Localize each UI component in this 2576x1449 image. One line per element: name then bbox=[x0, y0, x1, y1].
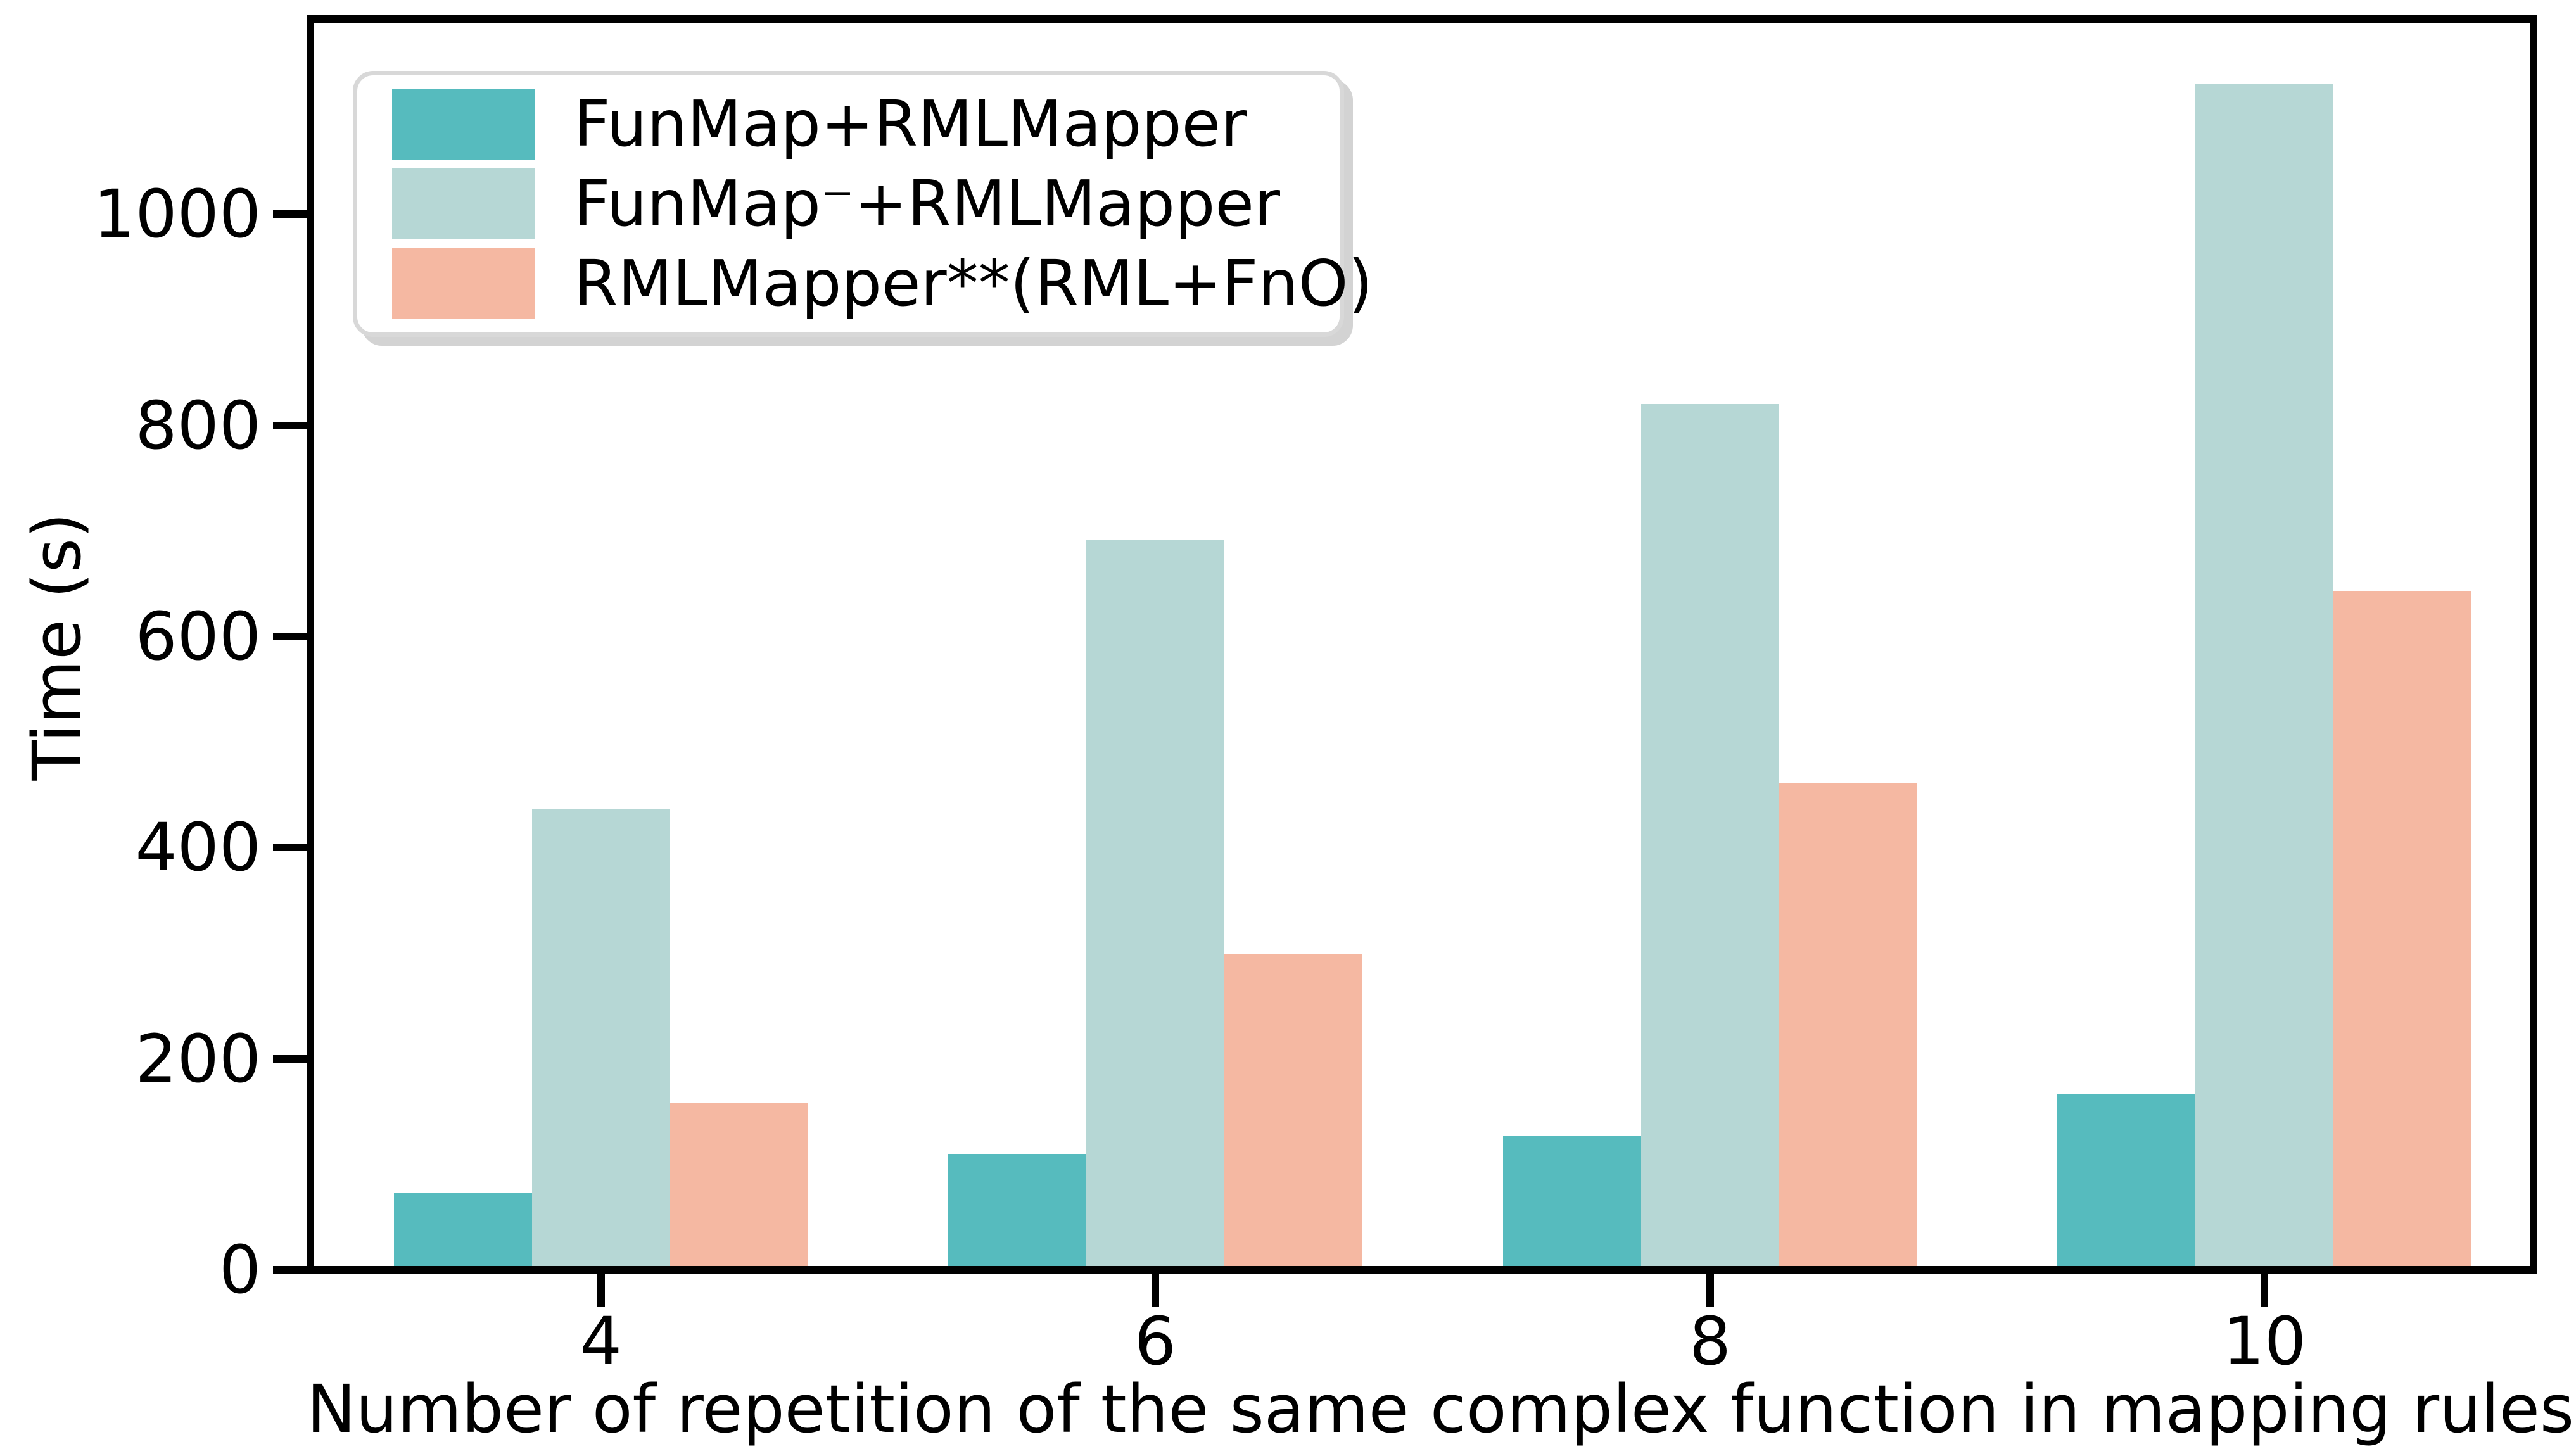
y-axis-title: Time (s) bbox=[18, 512, 96, 781]
x-tick-label-8: 8 bbox=[1689, 1303, 1732, 1380]
x-tick-mark-4 bbox=[597, 1274, 605, 1307]
x-tick-mark-8 bbox=[1706, 1274, 1714, 1307]
legend-label-rmlmapper-rml-fno: RMLMapper**(RML+FnO) bbox=[574, 246, 1373, 320]
bar-8-series-1 bbox=[1641, 404, 1779, 1270]
plot-right-spine bbox=[2530, 15, 2537, 1274]
y-tick-label-400: 400 bbox=[135, 809, 261, 887]
legend-swatch-funmap-rmlmapper bbox=[392, 89, 535, 160]
y-tick-label-1000: 1000 bbox=[93, 175, 261, 253]
y-tick-label-0: 0 bbox=[219, 1231, 261, 1308]
legend-row: RMLMapper**(RML+FnO) bbox=[357, 248, 1373, 319]
x-tick-label-4: 4 bbox=[580, 1303, 623, 1380]
bar-6-series-0 bbox=[948, 1153, 1086, 1270]
x-tick-mark-6 bbox=[1152, 1274, 1159, 1307]
legend-label-funmap-rmlmapper: FunMap+RMLMapper bbox=[574, 87, 1247, 161]
x-tick-mark-10 bbox=[2261, 1274, 2268, 1307]
bar-8-series-0 bbox=[1503, 1136, 1641, 1270]
bar-4-series-1 bbox=[532, 808, 670, 1270]
bar-6-series-1 bbox=[1086, 540, 1224, 1270]
y-tick-mark-600 bbox=[273, 633, 307, 640]
y-tick-mark-200 bbox=[273, 1054, 307, 1063]
legend-label-funmap-minus-rmlmapper: FunMap⁻+RMLMapper bbox=[574, 167, 1281, 241]
bar-6-series-2 bbox=[1224, 954, 1362, 1270]
plot-left-spine bbox=[307, 15, 314, 1274]
y-tick-mark-0 bbox=[273, 1266, 307, 1274]
y-tick-label-600: 600 bbox=[135, 598, 261, 675]
bar-10-series-2 bbox=[2333, 591, 2471, 1270]
y-tick-label-800: 800 bbox=[135, 386, 261, 464]
bar-4-series-0 bbox=[394, 1193, 532, 1270]
legend-swatch-funmap-minus-rmlmapper bbox=[392, 168, 535, 239]
y-tick-mark-1000 bbox=[273, 210, 307, 218]
x-tick-label-10: 10 bbox=[2222, 1303, 2307, 1380]
y-tick-mark-800 bbox=[273, 421, 307, 429]
bar-10-series-0 bbox=[2057, 1094, 2195, 1270]
x-tick-label-6: 6 bbox=[1134, 1303, 1177, 1380]
bar-4-series-2 bbox=[670, 1103, 808, 1270]
bar-8-series-2 bbox=[1779, 783, 1917, 1270]
legend-row: FunMap⁻+RMLMapper bbox=[357, 168, 1340, 239]
plot-bottom-spine bbox=[307, 1266, 2537, 1274]
bar-10-series-1 bbox=[2195, 83, 2333, 1270]
legend-swatch-rmlmapper-rml-fno bbox=[392, 248, 535, 319]
x-axis-title: Number of repetition of the same complex… bbox=[307, 1370, 2575, 1448]
legend-row: FunMap+RMLMapper bbox=[357, 89, 1340, 160]
y-tick-label-200: 200 bbox=[135, 1020, 261, 1098]
y-tick-mark-400 bbox=[273, 844, 307, 852]
legend: FunMap+RMLMapper FunMap⁻+RMLMapper RMLMa… bbox=[353, 71, 1373, 337]
plot-top-spine bbox=[307, 15, 2537, 23]
